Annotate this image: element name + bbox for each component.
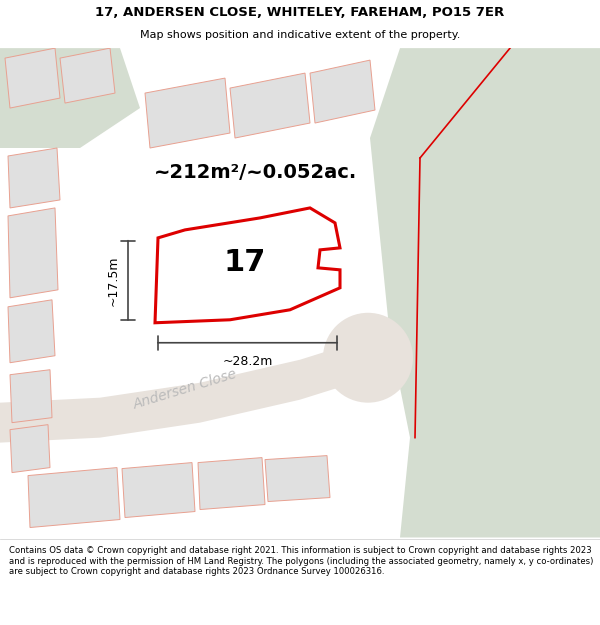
Polygon shape [122,462,195,518]
Polygon shape [0,338,380,442]
Polygon shape [310,60,375,123]
Polygon shape [370,48,600,538]
Polygon shape [28,468,120,528]
Text: 17, ANDERSEN CLOSE, WHITELEY, FAREHAM, PO15 7ER: 17, ANDERSEN CLOSE, WHITELEY, FAREHAM, P… [95,6,505,19]
Polygon shape [145,78,230,148]
Text: ~212m²/~0.052ac.: ~212m²/~0.052ac. [154,164,356,182]
Polygon shape [60,48,115,103]
Polygon shape [230,73,310,138]
Polygon shape [198,458,265,509]
Text: Andersen Close: Andersen Close [131,368,239,412]
Text: 17: 17 [224,248,266,278]
Polygon shape [5,48,60,108]
Polygon shape [265,456,330,501]
Text: ~17.5m: ~17.5m [107,255,120,306]
Text: Contains OS data © Crown copyright and database right 2021. This information is : Contains OS data © Crown copyright and d… [9,546,593,576]
Text: ~28.2m: ~28.2m [223,355,272,367]
Polygon shape [8,208,58,298]
Text: Map shows position and indicative extent of the property.: Map shows position and indicative extent… [140,29,460,39]
Polygon shape [10,370,52,423]
Polygon shape [10,424,50,472]
Polygon shape [0,48,140,148]
Polygon shape [155,208,340,322]
Polygon shape [8,148,60,208]
Circle shape [323,312,413,402]
Polygon shape [8,300,55,362]
